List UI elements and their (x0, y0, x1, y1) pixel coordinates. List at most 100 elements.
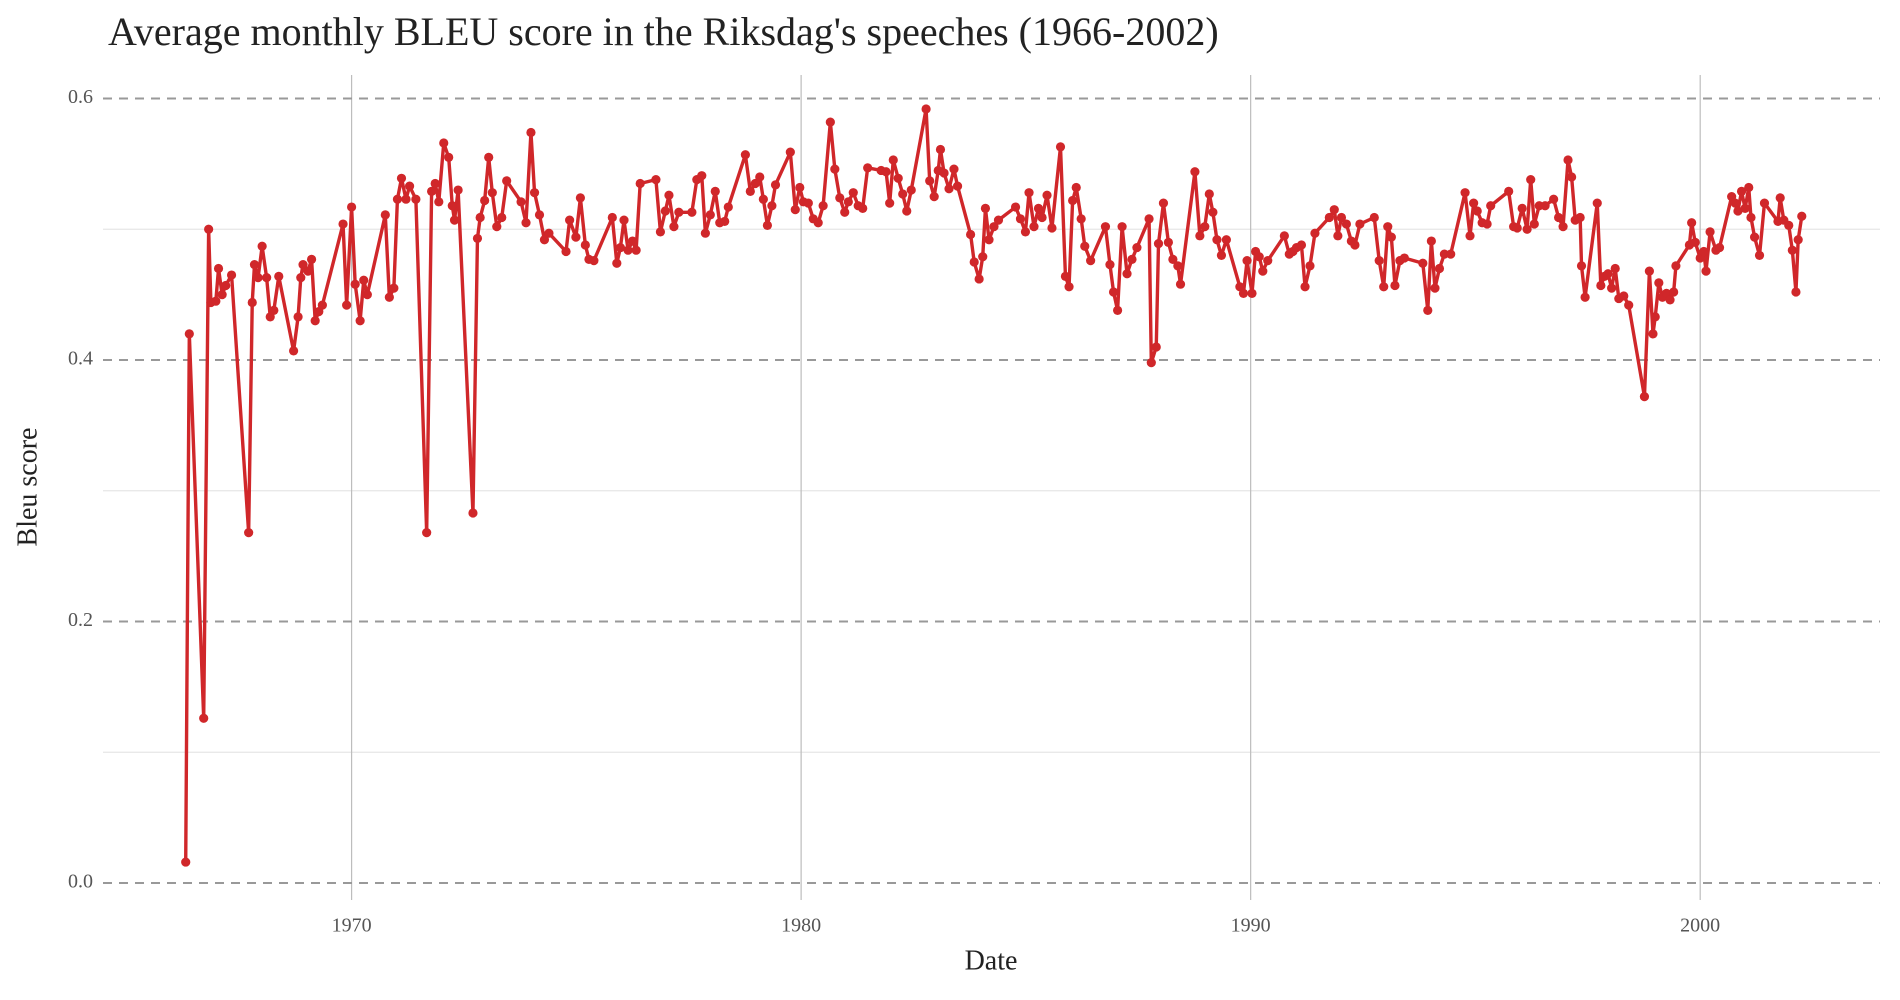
data-point (213, 263, 224, 274)
data-point (710, 186, 720, 196)
data-point (401, 194, 411, 204)
data-point (1654, 278, 1664, 288)
data-point (262, 273, 272, 283)
data-point (1060, 271, 1071, 281)
data-point (758, 194, 768, 204)
data-point (502, 176, 512, 186)
data-point (921, 104, 931, 114)
data-point (984, 235, 994, 245)
data-point (1333, 231, 1343, 241)
data-point (575, 193, 586, 203)
data-point (1037, 212, 1047, 223)
data-point (893, 173, 903, 183)
data-point (589, 256, 599, 266)
data-point (1567, 172, 1577, 182)
data-point (664, 190, 674, 200)
data-point (1671, 261, 1681, 271)
data-point (1108, 287, 1119, 297)
data-point (1469, 198, 1479, 208)
data-point (1146, 358, 1156, 368)
data-point (1797, 211, 1807, 221)
data-point (813, 218, 823, 228)
data-point (1665, 295, 1675, 305)
data-point (257, 241, 267, 251)
data-point (184, 329, 194, 339)
data-point (1374, 256, 1384, 266)
data-point (1390, 280, 1400, 291)
data-point (221, 280, 231, 291)
data-point (1216, 250, 1227, 261)
data-point (1195, 231, 1205, 241)
data-point (762, 220, 773, 230)
data-point (249, 259, 260, 270)
data-point (1793, 235, 1803, 245)
data-point (843, 197, 853, 207)
data-point (1208, 207, 1218, 217)
data-point (350, 279, 360, 289)
data-point (1526, 174, 1536, 185)
data-point (674, 207, 684, 217)
data-point (1784, 220, 1794, 230)
data-point (1242, 256, 1252, 266)
data-point (795, 182, 805, 193)
data-point (974, 274, 984, 284)
data-point (1705, 227, 1715, 237)
data-point (380, 210, 390, 220)
data-point (840, 207, 850, 217)
data-point (1472, 206, 1482, 216)
data-point (1648, 329, 1658, 339)
data-point (1619, 291, 1629, 301)
data-point (825, 117, 835, 127)
data-point (1127, 254, 1137, 264)
data-point (944, 184, 954, 194)
data-point (1341, 219, 1352, 229)
data-point (881, 167, 891, 177)
data-point (1020, 227, 1031, 237)
data-point (296, 273, 306, 283)
data-point (1042, 190, 1052, 200)
data-point (1300, 282, 1310, 292)
data-point (346, 202, 357, 212)
data-point (770, 180, 781, 190)
data-point (1055, 142, 1066, 152)
y-tick-label: 0.4 (68, 348, 93, 370)
data-point (338, 219, 348, 229)
data-point (342, 300, 352, 310)
data-point (396, 173, 407, 183)
data-point (1258, 266, 1268, 276)
data-point (619, 215, 629, 225)
data-point (447, 201, 457, 211)
data-point (497, 212, 507, 223)
data-point (835, 193, 845, 203)
data-point (580, 240, 590, 250)
data-point (700, 228, 710, 238)
data-point (1080, 241, 1090, 251)
data-point (1175, 279, 1186, 289)
x-tick-label: 2000 (1680, 915, 1720, 937)
data-point (1575, 212, 1585, 223)
data-point (1024, 188, 1034, 198)
data-point (1158, 198, 1169, 208)
data-point (1100, 222, 1111, 232)
data-point (1296, 240, 1307, 250)
data-point (1117, 222, 1127, 232)
data-point (1517, 203, 1527, 213)
data-point (615, 242, 626, 253)
data-point (1549, 194, 1559, 204)
data-point (317, 300, 327, 310)
data-point (755, 172, 765, 182)
data-point (475, 212, 485, 223)
data-point (1563, 155, 1573, 165)
data-point (1482, 219, 1492, 229)
data-point (534, 210, 545, 220)
data-point (1522, 224, 1532, 234)
data-point (750, 178, 760, 189)
data-point (1687, 218, 1697, 228)
data-point (1730, 198, 1740, 208)
data-point (969, 257, 979, 267)
data-point (1163, 237, 1173, 247)
data-point (687, 207, 697, 217)
data-point (293, 312, 303, 322)
data-point (1263, 256, 1273, 266)
